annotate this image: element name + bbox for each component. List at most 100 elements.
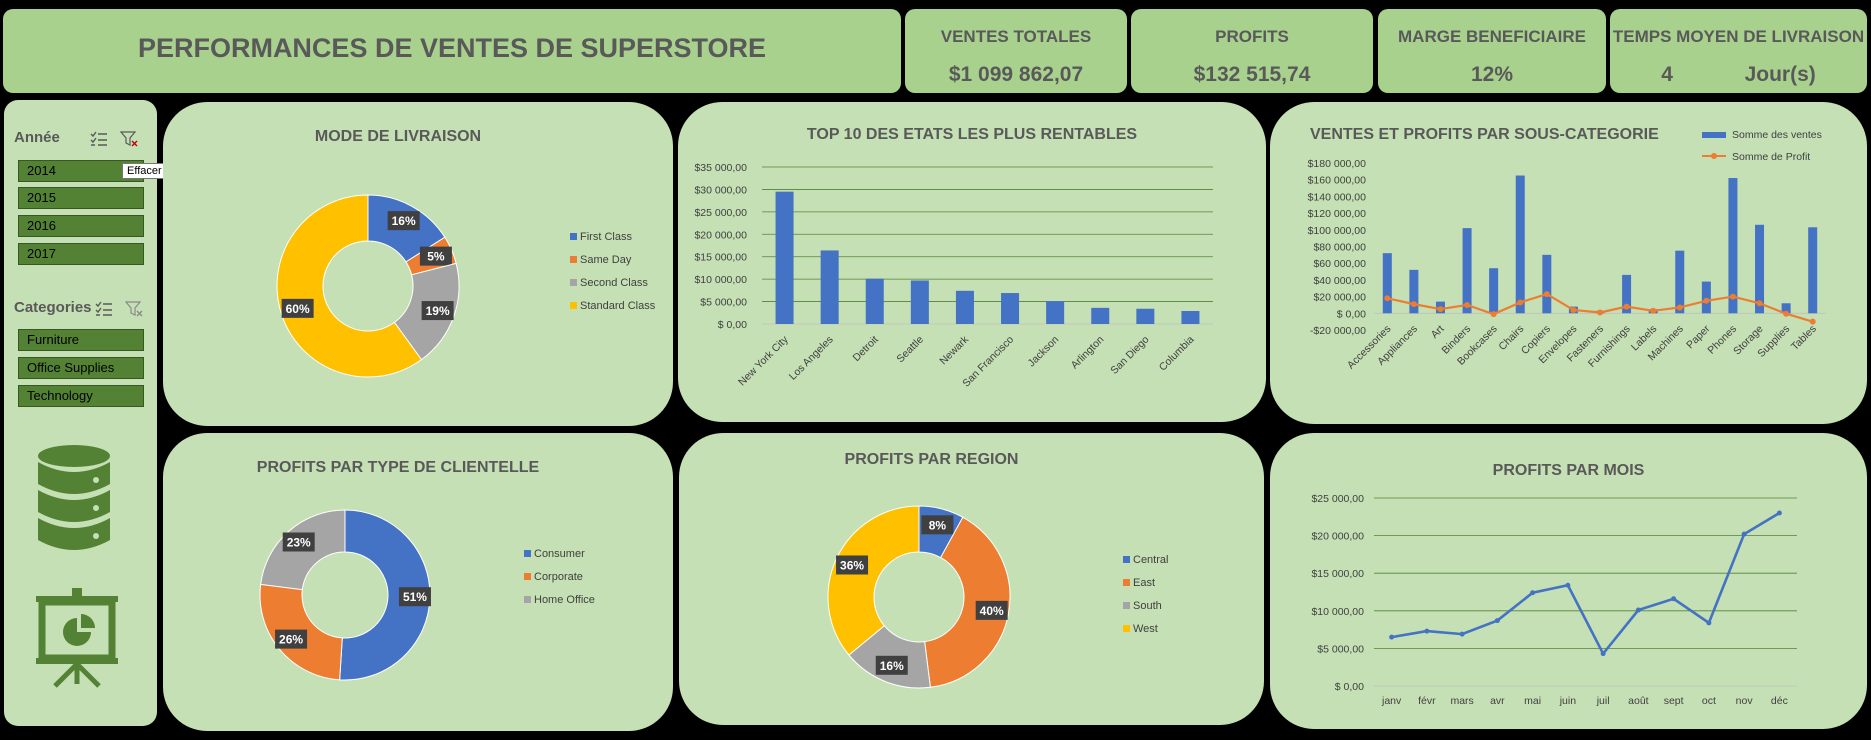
x-tick-label: San Diego (1108, 334, 1151, 377)
legend-label: Home Office (534, 594, 595, 606)
y-tick-label: -$20 000,00 (1310, 325, 1366, 337)
kpi-label: MARGE BENEFICIAIRE (1398, 27, 1586, 46)
profit-point (1437, 306, 1444, 313)
presentation-chart-icon (36, 588, 118, 688)
bar (1755, 224, 1765, 314)
category-slicer-title: Categories (14, 299, 92, 316)
legend-label: Somme des ventes (1732, 129, 1822, 141)
bar (1728, 178, 1738, 314)
client-type-card: PROFITS PAR TYPE DE CLIENTELLE 51% 26% 23%… (163, 433, 673, 731)
data-label: 36% (840, 558, 864, 572)
year-slicer-title: Année (14, 129, 60, 146)
legend-label: Standard Class (580, 300, 656, 312)
y-tick-label: $180 000,00 (1308, 158, 1367, 170)
bar (955, 290, 974, 324)
year-slicer-item[interactable]: 2016 (18, 215, 144, 237)
profit-point (1756, 300, 1763, 307)
legend-label: West (1133, 623, 1158, 635)
data-label-box (421, 301, 454, 321)
x-tick-label: Newark (937, 333, 971, 367)
multiselect-icon[interactable] (95, 301, 113, 317)
profit-point (1635, 607, 1641, 613)
profit-point (1543, 291, 1550, 298)
monthly-profit-chart: $ 0,00 $5 000,00 $10 000,00 $15 000,00 $20 0… (1311, 493, 1797, 707)
x-tick-label: mai (1524, 695, 1541, 707)
x-tick-label: nov (1736, 695, 1754, 707)
bar (1136, 308, 1155, 324)
kpi-margin: MARGE BENEFICIAIRE 12% (1378, 9, 1606, 93)
data-label: 51% (403, 590, 427, 604)
legend-swatch (570, 302, 577, 309)
legend-label: Consumer (534, 548, 585, 560)
clear-filter-icon[interactable] (125, 301, 143, 317)
chart-title: TOP 10 DES ETATS LES PLUS RENTABLES (806, 126, 1138, 143)
bar (1409, 269, 1419, 314)
legend-label: Second Class (580, 277, 648, 289)
legend-swatch (1123, 579, 1130, 586)
kpi-unit: Jour(s) (1744, 63, 1816, 86)
client-type-chart: 51% 26% 23% Consumer Corporate Home Office (259, 509, 595, 681)
kpi-value: 4 Jour(s) (1610, 63, 1867, 87)
category-slicer-item[interactable]: Furniture (18, 329, 144, 351)
x-tick-label: mars (1450, 695, 1473, 707)
legend-swatch (570, 279, 577, 286)
multiselect-icon[interactable] (90, 131, 108, 147)
legend-swatch (524, 573, 531, 580)
x-tick-label: Art (1429, 323, 1447, 341)
data-label: 5% (427, 250, 445, 264)
kpi-value: $1 099 862,07 (948, 63, 1084, 86)
x-tick-label: Jackson (1026, 334, 1062, 370)
profit-point (1729, 293, 1736, 300)
profit-point (1459, 631, 1465, 637)
data-label-box (836, 555, 869, 575)
legend-label: South (1133, 600, 1162, 612)
profit-point (1384, 295, 1391, 302)
x-tick-label: Arlington (1069, 334, 1107, 372)
donut-slice (924, 516, 1011, 688)
y-tick-label: $60 000,00 (1313, 258, 1366, 270)
y-tick-label: $20 000,00 (1313, 292, 1366, 304)
clear-filter-icon[interactable] (120, 131, 138, 147)
data-label: 40% (980, 604, 1004, 618)
y-tick-label: $ 0,00 (1335, 681, 1364, 693)
profit-point (1809, 318, 1816, 325)
profit-point (1464, 301, 1471, 308)
category-slicer-item[interactable]: Technology (18, 385, 144, 407)
data-label: 8% (929, 518, 947, 532)
kpi-number: 4 (1661, 63, 1673, 86)
profit-line (1387, 292, 1814, 323)
data-label-box (975, 600, 1008, 620)
y-tick-label: $20 000,00 (1311, 531, 1364, 543)
data-label: 60% (286, 302, 310, 316)
kpi-label: PROFITS (1215, 27, 1289, 46)
y-tick-label: $40 000,00 (1313, 275, 1366, 287)
profit-point (1424, 628, 1430, 634)
bar (1781, 303, 1791, 314)
category-slicer-item[interactable]: Office Supplies (18, 357, 144, 379)
bar (1181, 310, 1200, 324)
x-tick-label: New York City (736, 333, 791, 388)
profit-point (1490, 311, 1497, 318)
year-slicer-item[interactable]: 2017 (18, 243, 144, 265)
kpi-total-sales: VENTES TOTALES $1 099 862,07 (905, 9, 1127, 93)
year-slicer-item[interactable]: 2015 (18, 187, 144, 209)
legend-label: East (1133, 577, 1155, 589)
profit-line (1391, 511, 1781, 657)
y-tick-label: $100 000,00 (1308, 225, 1367, 237)
data-label-box (281, 298, 314, 318)
y-tick-label: $25 000,00 (1311, 493, 1364, 505)
y-tick-label: $25 000,00 (694, 207, 747, 219)
bar (775, 191, 794, 324)
bar (1675, 250, 1685, 314)
x-tick-label: avr (1490, 695, 1505, 707)
x-tick-label: août (1628, 695, 1649, 707)
kpi-profits: PROFITS $132 515,74 (1131, 9, 1373, 93)
chart-title: PROFITS PAR REGION (844, 451, 1019, 468)
bar (910, 280, 929, 324)
y-tick-label: $ 0,00 (1337, 308, 1366, 320)
y-tick-label: $120 000,00 (1308, 208, 1367, 220)
profit-point (1494, 618, 1500, 624)
kpi-label: VENTES TOTALES (940, 27, 1092, 46)
data-label: 16% (880, 659, 904, 673)
y-tick-label: $140 000,00 (1308, 191, 1367, 203)
